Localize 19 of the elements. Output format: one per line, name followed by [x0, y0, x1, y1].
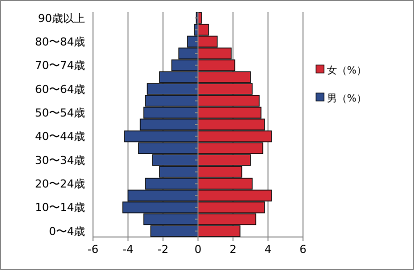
- x-tick-label: 0: [194, 243, 202, 256]
- y-tick-label: 30〜34歳: [35, 154, 85, 167]
- y-tick-label: 50〜54歳: [35, 106, 85, 120]
- x-tick-label: 6: [300, 243, 306, 256]
- y-tick-label: 60〜64歳: [35, 82, 85, 96]
- x-tick-label: -2: [158, 243, 168, 256]
- y-tick-label: 40〜44歳: [35, 130, 85, 144]
- x-tick-label: -4: [122, 243, 134, 256]
- x-tick-label: 4: [264, 243, 272, 256]
- y-tick-label: 20〜24歳: [35, 178, 85, 191]
- legend-label: 女（%）: [327, 64, 367, 76]
- legend-label: 男（%）: [327, 94, 367, 104]
- y-tick-label: 0〜4歳: [49, 224, 85, 238]
- y-tick-label: 10〜14歳: [35, 201, 85, 214]
- x-tick-label: -6: [88, 243, 98, 256]
- y-tick-label: 80〜84歳: [35, 35, 85, 48]
- x-tick-label: 2: [230, 243, 236, 256]
- y-tick-label: 70〜74歳: [35, 59, 85, 72]
- y-tick-label: 90歳以上: [38, 12, 85, 25]
